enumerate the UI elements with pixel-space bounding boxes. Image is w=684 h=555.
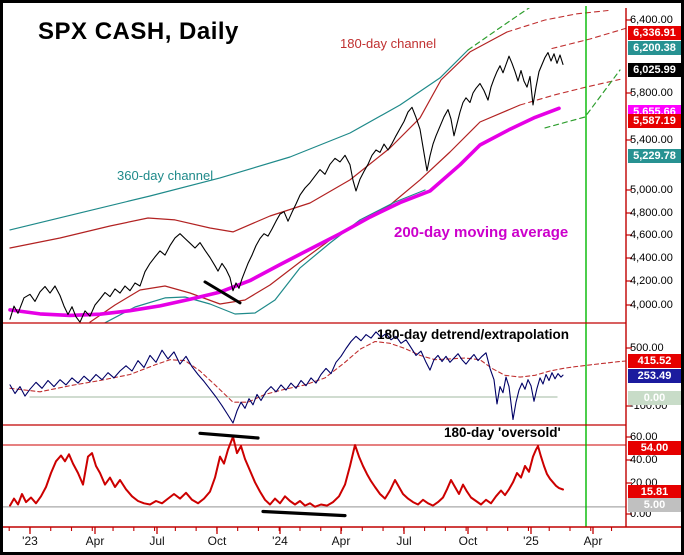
price-tick-label: 4,000.00: [630, 299, 673, 311]
series-teal-upper-extension: [467, 8, 530, 51]
price-tick-label: 5,400.00: [630, 134, 673, 146]
label-180-day-detrend: 180-day detrend/extrapolation: [377, 327, 570, 342]
label-180-day-oversold: 180-day 'oversold': [444, 425, 561, 440]
series-detrend-smooth-extrapolation: [9, 340, 626, 403]
x-axis-label: Oct: [458, 534, 478, 548]
value-badge: 5,229.78: [628, 149, 681, 163]
x-axis-label: '25: [523, 534, 539, 548]
x-axis-label: Apr: [583, 534, 603, 548]
value-badge: 15.81: [628, 485, 681, 499]
value-badge: 6,025.99: [628, 63, 681, 77]
price-tick-label: 5,800.00: [630, 87, 673, 99]
x-axis-label: Jul: [396, 534, 412, 548]
price-tick-label: 5,000.00: [630, 184, 673, 196]
value-badge: 5,587.19: [628, 114, 681, 128]
value-badge: 253.49: [628, 369, 681, 383]
price-tick-label: 60.00: [630, 431, 658, 443]
price-tick-label: 40.00: [630, 454, 658, 466]
price-tick-label: 6,400.00: [630, 14, 673, 26]
price-tick-label: 500.00: [630, 342, 664, 354]
label-200-day-moving-average: 200-day moving average: [394, 224, 569, 241]
series-detrend-180-day: [9, 331, 564, 424]
series-teal-lower-extension: [544, 69, 621, 129]
value-badge: 0.00: [628, 391, 681, 405]
series-red-lower-extension: [519, 78, 621, 106]
series-oversold-180-day: [9, 435, 564, 508]
series-spx-price: [9, 52, 564, 323]
series-red-upper-extension-2: [551, 27, 626, 50]
series-oversold-annotation-lower: [261, 509, 347, 518]
x-axis-label: Apr: [85, 534, 105, 548]
label-360-day-channel: 360-day channel: [117, 168, 214, 183]
x-axis-label: Apr: [331, 534, 351, 548]
price-tick-label: 4,400.00: [630, 252, 673, 264]
x-axis-label: Jul: [149, 534, 165, 548]
price-tick-label: 4,600.00: [630, 229, 673, 241]
series-red-upper-180-channel: [9, 31, 508, 249]
value-badge: 6,200.38: [628, 41, 681, 55]
x-axis-label: '23: [22, 534, 38, 548]
x-axis-label: '24: [272, 534, 288, 548]
value-badge: 5.00: [628, 498, 681, 512]
series-red-lower-180-channel: [89, 104, 521, 323]
series-teal-lower-360-channel: [104, 189, 426, 323]
value-badge: 6,336.91: [628, 26, 681, 40]
value-badge: 415.52: [628, 354, 681, 368]
series-teal-upper-360-channel: [9, 49, 469, 231]
chart-title: SPX CASH, Daily: [38, 18, 239, 45]
label-180-day-channel: 180-day channel: [340, 36, 437, 51]
series-price-annotation-trendline: [203, 280, 242, 305]
series-red-upper-extension: [506, 9, 609, 33]
series-oversold-annotation-upper: [198, 431, 260, 440]
price-tick-label: 4,200.00: [630, 275, 673, 287]
value-badge: 54.00: [628, 441, 681, 455]
series-ma-200-day: [8, 106, 561, 318]
x-axis-label: Oct: [207, 534, 227, 548]
price-tick-label: 4,800.00: [630, 207, 673, 219]
